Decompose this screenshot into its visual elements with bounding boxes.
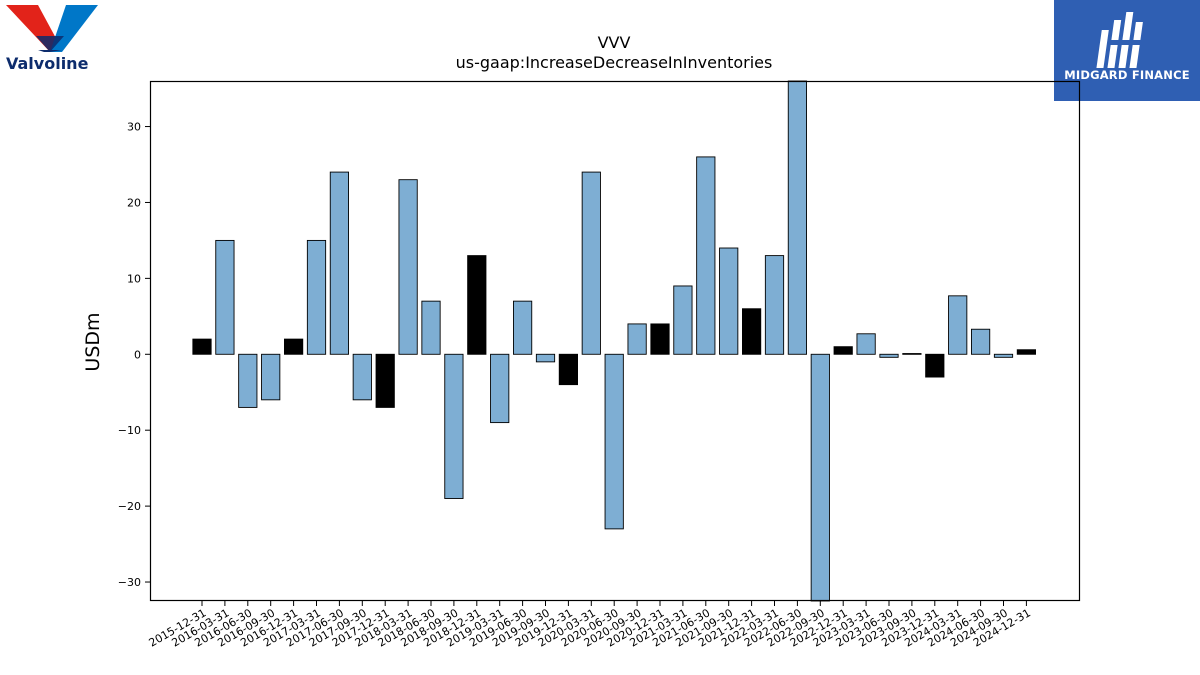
y-tick-label: −30 bbox=[118, 576, 141, 589]
bar-2019-12-31 bbox=[558, 353, 578, 386]
midgard-finance-logo: MIDGARD FINANCE bbox=[1054, 0, 1200, 101]
valvoline-v-icon: Valvoline bbox=[6, 5, 98, 73]
bar-2021-06-30 bbox=[696, 156, 716, 355]
y-tick-label: 10 bbox=[127, 272, 141, 285]
bar-2019-06-30 bbox=[513, 300, 533, 355]
bar-2019-09-30 bbox=[535, 353, 556, 363]
bar-2016-09-30 bbox=[261, 353, 281, 401]
bar-2018-12-31 bbox=[467, 255, 487, 355]
bar-2023-09-30 bbox=[902, 353, 922, 355]
bar-2017-09-30 bbox=[352, 353, 372, 401]
bar-2017-06-30 bbox=[329, 171, 349, 355]
y-tick-label: 20 bbox=[127, 196, 141, 209]
bar-2022-03-31 bbox=[764, 255, 785, 355]
bar-2016-06-30 bbox=[238, 353, 258, 408]
bar-2020-06-30 bbox=[604, 353, 624, 530]
bar-2016-03-31 bbox=[215, 239, 235, 355]
bar-2017-03-31 bbox=[306, 239, 327, 355]
y-tick-label: −20 bbox=[118, 500, 141, 513]
y-axis-label: USDm bbox=[82, 312, 104, 371]
valvoline-logo-text: Valvoline bbox=[6, 54, 89, 73]
bar-2023-12-31 bbox=[925, 353, 945, 378]
bar-2020-12-31 bbox=[650, 323, 670, 355]
bar-2022-09-30 bbox=[810, 353, 830, 602]
y-tick-label: −10 bbox=[118, 424, 141, 437]
bar-2021-09-30 bbox=[719, 247, 739, 355]
chart-subtitle: us-gaap:IncreaseDecreaseInInventories bbox=[456, 53, 773, 72]
bar-2017-12-31 bbox=[375, 353, 395, 408]
y-axis: −30 −20 −10 0 10 20 30 bbox=[118, 121, 150, 589]
bar-2015-12-31 bbox=[192, 338, 212, 355]
bar-2020-09-30 bbox=[627, 323, 647, 355]
bar-2021-12-31 bbox=[742, 308, 762, 355]
bar-2024-12-31 bbox=[1016, 349, 1036, 355]
bar-2018-06-30 bbox=[421, 300, 441, 355]
bar-2021-03-31 bbox=[673, 285, 693, 355]
y-tick-label: 30 bbox=[127, 121, 141, 134]
bar-2018-09-30 bbox=[444, 353, 464, 499]
chart-title: VVV bbox=[598, 33, 631, 52]
valvoline-logo: Valvoline bbox=[0, 0, 110, 78]
bars-group bbox=[192, 80, 1036, 602]
bar-2023-06-30 bbox=[879, 353, 899, 358]
bar-2024-03-31 bbox=[948, 295, 968, 355]
plot-frame bbox=[149, 80, 1081, 602]
bar-2019-03-31 bbox=[490, 353, 510, 424]
midgard-emblem-icon bbox=[1096, 12, 1148, 68]
bar-2023-03-31 bbox=[856, 333, 876, 355]
bar-2024-06-30 bbox=[971, 328, 991, 355]
y-tick-label: 0 bbox=[134, 348, 141, 361]
bar-2018-03-31 bbox=[398, 179, 418, 355]
bar-2016-12-31 bbox=[284, 338, 304, 355]
bar-2020-03-31 bbox=[581, 171, 601, 355]
bar-2022-12-31 bbox=[833, 346, 853, 355]
bar-2022-06-30 bbox=[787, 80, 807, 355]
bar-2024-09-30 bbox=[993, 353, 1014, 358]
x-axis: 2015-12-312016-03-312016-06-302016-09-30… bbox=[147, 601, 1033, 650]
midgard-logo-text: MIDGARD FINANCE bbox=[1064, 68, 1190, 82]
